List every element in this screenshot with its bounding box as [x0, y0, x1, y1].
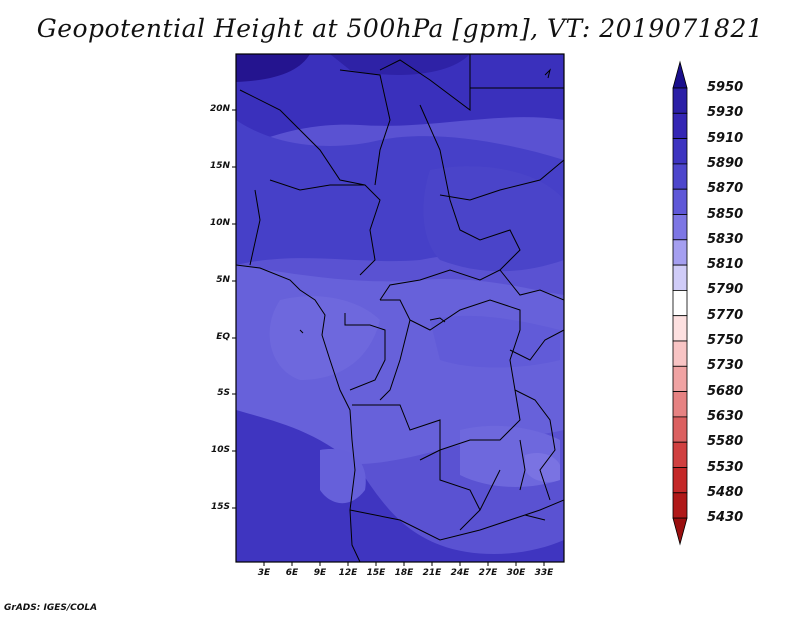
- colorbar-level-label: 5910: [707, 130, 744, 146]
- colorbar-swatch: [672, 391, 688, 418]
- x-tick-label: 33E: [534, 568, 554, 578]
- colorbar-level-label: 5770: [707, 307, 744, 323]
- colorbar-swatch: [672, 138, 688, 165]
- colorbar-swatch: [672, 467, 688, 494]
- y-tick-label: 5S: [217, 388, 230, 398]
- y-tick-label: 5N: [216, 275, 230, 285]
- colorbar-swatch: [672, 441, 688, 468]
- colorbar-level-label: 5830: [707, 231, 744, 247]
- map-frame: [235, 53, 565, 563]
- colorbar-swatch: [672, 315, 688, 342]
- x-tick-label: 3E: [257, 568, 271, 578]
- colorbar-swatch: [672, 239, 688, 266]
- y-tick-label: 20N: [209, 104, 230, 114]
- colorbar-swatch: [672, 163, 688, 190]
- colorbar-arrow-bottom: [672, 517, 688, 546]
- colorbar-level-label: 5580: [707, 434, 744, 450]
- map-title: Geopotential Height at 500hPa [gpm], VT:…: [36, 14, 764, 43]
- colorbar-level-label: 5810: [707, 257, 744, 273]
- colorbar-level-label: 5730: [707, 358, 744, 374]
- colorbar-level-label: 5680: [707, 383, 744, 399]
- colorbar-level-label: 5480: [707, 484, 744, 500]
- x-tick-label: 15E: [366, 568, 386, 578]
- x-tick-label: 9E: [313, 568, 327, 578]
- x-tick-label: 30E: [506, 568, 526, 578]
- colorbar-swatch: [672, 340, 688, 367]
- colorbar-level-label: 5790: [707, 282, 744, 298]
- x-tick-label: 24E: [450, 568, 470, 578]
- colorbar-level-label: 5930: [707, 105, 744, 121]
- colorbar-level-label: 5850: [707, 206, 744, 222]
- colorbar: [672, 60, 688, 546]
- colorbar-arrow-top: [672, 60, 688, 89]
- y-tick-label: EQ: [216, 332, 230, 342]
- colorbar-level-label: 5530: [707, 459, 744, 475]
- colorbar-swatch: [672, 492, 688, 519]
- y-tick-label: 10S: [210, 445, 230, 455]
- colorbar-level-label: 5750: [707, 333, 744, 348]
- colorbar-level-label: 5630: [707, 408, 744, 424]
- colorbar-swatch: [672, 112, 688, 140]
- colorbar-swatch: [672, 365, 688, 392]
- colorbar-level-label: 5870: [707, 181, 744, 197]
- y-tick-label: 15N: [209, 161, 230, 171]
- colorbar-swatch: [672, 188, 688, 215]
- colorbar-level-label: 5430: [707, 510, 744, 526]
- x-tick-marks: [263, 562, 545, 566]
- colorbar-level-label: 5890: [707, 155, 744, 171]
- x-tick-label: 12E: [338, 568, 358, 578]
- x-tick-label: 21E: [422, 568, 442, 578]
- software-credit: GrADS: IGES/COLA: [4, 603, 98, 613]
- colorbar-swatch: [672, 214, 688, 241]
- y-tick-label: 10N: [209, 218, 230, 228]
- x-tick-label: 18E: [394, 568, 414, 578]
- colorbar-swatch: [672, 289, 688, 317]
- y-tick-label: 15S: [210, 502, 230, 512]
- y-tick-marks: [232, 109, 236, 509]
- colorbar-swatch: [672, 87, 688, 114]
- x-tick-label: 27E: [478, 568, 498, 578]
- country-borders: [236, 54, 564, 562]
- x-tick-label: 6E: [285, 568, 299, 578]
- colorbar-swatch: [672, 264, 688, 291]
- colorbar-swatch: [672, 416, 688, 443]
- colorbar-level-label: 5950: [707, 80, 744, 95]
